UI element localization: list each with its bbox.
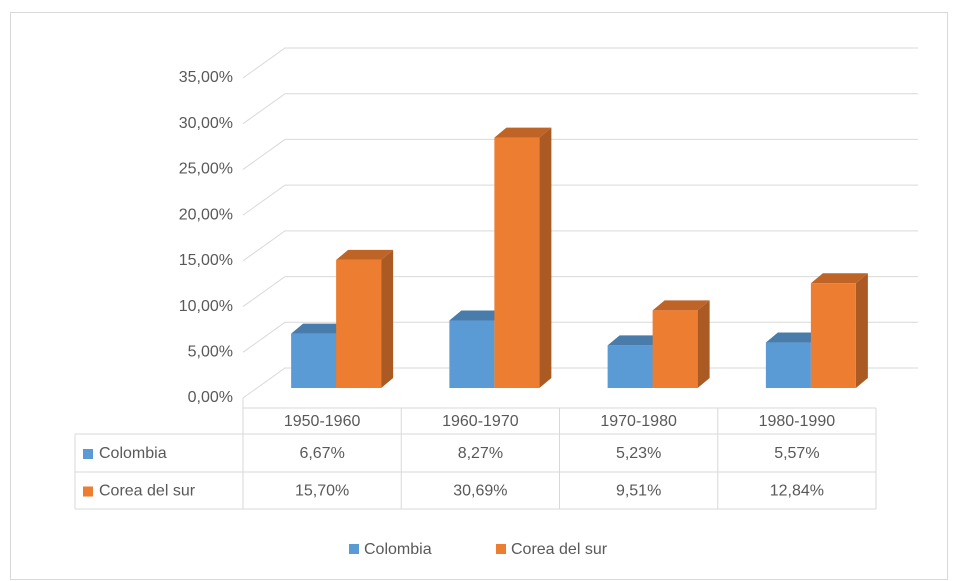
- bar-side: [855, 273, 868, 388]
- bar-top: [494, 127, 552, 138]
- grid-line: [242, 276, 918, 307]
- legend-label: Corea del sur: [511, 541, 608, 558]
- bar-top: [336, 249, 394, 260]
- y-tick-label: 5,00%: [188, 344, 233, 361]
- table-row-label: Corea del sur: [99, 483, 196, 500]
- table-cell: 5,23%: [616, 445, 661, 462]
- bar-top: [765, 332, 823, 343]
- bar-side: [539, 127, 552, 388]
- bar: [765, 342, 811, 388]
- bar-top: [652, 300, 710, 311]
- bar-top: [291, 323, 349, 334]
- table-cell: 12,84%: [770, 483, 824, 500]
- x-tick-label: 1980-1990: [759, 413, 836, 430]
- y-tick-label: 20,00%: [179, 206, 233, 223]
- table-cell: 15,70%: [295, 483, 349, 500]
- grid-line: [242, 93, 918, 125]
- bar: [291, 333, 337, 388]
- y-tick-label: 10,00%: [179, 298, 233, 315]
- y-tick-label: 15,00%: [179, 252, 233, 269]
- table-legend-key: [83, 449, 93, 459]
- bar-top: [607, 335, 665, 346]
- bar: [336, 259, 382, 388]
- table-cell: 30,69%: [453, 483, 507, 500]
- bar-top: [810, 273, 868, 284]
- y-tick-label: 0,00%: [188, 389, 233, 406]
- y-tick-label: 35,00%: [179, 69, 233, 86]
- grid-line: [242, 47, 918, 79]
- bar-top: [449, 310, 507, 321]
- grid-line: [242, 184, 918, 216]
- table-cell: 9,51%: [616, 483, 661, 500]
- x-tick-label: 1960-1970: [442, 413, 519, 430]
- x-tick-label: 1970-1980: [600, 413, 677, 430]
- bar: [810, 283, 856, 388]
- bar: [652, 310, 698, 388]
- y-tick-label: 30,00%: [179, 115, 233, 132]
- x-tick-label: 1950-1960: [284, 413, 361, 430]
- table-cell: 6,67%: [299, 445, 344, 462]
- bar: [449, 320, 495, 388]
- bar-side: [697, 300, 710, 388]
- bar-side: [381, 249, 394, 388]
- legend-key: [496, 544, 506, 554]
- legend-key: [349, 544, 359, 554]
- y-tick-label: 25,00%: [179, 161, 233, 178]
- legend-label: Colombia: [364, 541, 432, 558]
- table-legend-key: [83, 486, 93, 497]
- chart-border: [10, 12, 948, 580]
- table-cell: 5,57%: [774, 445, 819, 462]
- bar: [607, 345, 653, 388]
- grid-line: [242, 230, 918, 262]
- table-row-label: Colombia: [99, 445, 167, 462]
- grid-line: [242, 138, 918, 170]
- table-cell: 8,27%: [458, 445, 503, 462]
- bar: [494, 137, 540, 388]
